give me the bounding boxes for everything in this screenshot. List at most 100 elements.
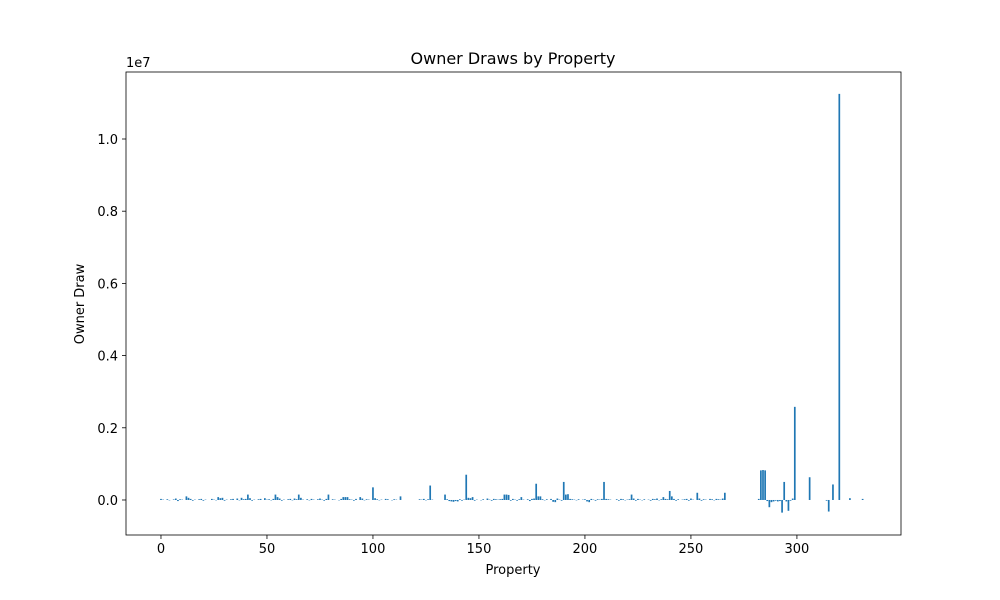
bar <box>278 498 281 500</box>
bar <box>787 499 790 511</box>
bar <box>492 498 495 500</box>
bar <box>700 499 703 501</box>
bar <box>495 499 497 500</box>
bar <box>331 499 334 500</box>
bar <box>535 483 538 500</box>
bar <box>552 499 554 502</box>
bar <box>783 481 786 500</box>
bar <box>594 499 597 501</box>
bar <box>342 497 345 500</box>
bar <box>179 499 181 500</box>
bar <box>531 498 533 500</box>
bar <box>838 93 841 500</box>
bar <box>274 494 277 500</box>
bar <box>861 498 864 500</box>
bar <box>429 485 432 500</box>
bar <box>293 498 296 500</box>
bar <box>359 497 362 500</box>
bar <box>300 497 302 500</box>
bar <box>512 498 514 500</box>
bar <box>660 499 663 500</box>
bar <box>280 499 283 501</box>
bar <box>202 499 205 501</box>
bar <box>628 499 631 500</box>
bar <box>289 498 292 500</box>
bar <box>456 499 459 502</box>
bar <box>323 499 326 501</box>
bar <box>651 498 654 500</box>
bar <box>772 499 775 502</box>
x-tick-label: 150 <box>467 542 492 557</box>
bar <box>776 499 779 502</box>
bar <box>353 499 355 501</box>
bar <box>554 499 557 503</box>
bar <box>698 498 701 500</box>
x-tick-label: 0 <box>157 542 165 557</box>
bar <box>446 499 448 500</box>
bar <box>615 499 618 500</box>
bar <box>618 499 620 501</box>
bar <box>588 499 591 503</box>
bar <box>577 499 580 500</box>
bar <box>482 499 485 500</box>
bar <box>461 499 463 501</box>
bar <box>505 494 508 500</box>
bar <box>249 498 251 500</box>
bar <box>452 499 455 502</box>
bar <box>276 497 279 500</box>
bar <box>518 499 521 500</box>
bar <box>781 499 783 513</box>
bar <box>601 498 603 500</box>
bar <box>717 499 720 500</box>
bar <box>590 498 593 500</box>
bar <box>768 499 771 508</box>
bar <box>247 494 249 500</box>
bar <box>319 498 321 500</box>
x-tick-label: 200 <box>573 542 598 557</box>
bar <box>384 498 387 500</box>
bar <box>637 498 639 500</box>
bar <box>191 499 194 501</box>
bar <box>723 492 726 500</box>
bar <box>509 499 512 501</box>
bar <box>596 499 599 500</box>
bar <box>516 499 518 501</box>
bar <box>677 499 680 500</box>
bar <box>825 499 828 501</box>
bar <box>399 496 402 500</box>
bar <box>793 406 796 500</box>
bar <box>690 498 692 500</box>
bar <box>325 498 328 500</box>
bar <box>565 494 567 500</box>
bar <box>344 497 347 500</box>
bar <box>177 499 179 502</box>
bar <box>240 497 243 500</box>
bar <box>499 499 501 500</box>
bar <box>603 481 605 500</box>
bar <box>355 498 357 500</box>
bar <box>376 499 379 500</box>
bar <box>571 499 574 500</box>
bar <box>219 498 222 500</box>
x-axis-label: Property <box>485 563 540 578</box>
bar <box>537 496 540 500</box>
x-tick-label: 300 <box>785 542 810 557</box>
bar <box>393 499 396 500</box>
bar <box>507 494 510 500</box>
bar <box>757 498 760 500</box>
bar <box>189 498 192 500</box>
bar <box>687 499 690 501</box>
bar <box>185 496 188 500</box>
bar <box>251 499 253 501</box>
bar <box>791 498 794 500</box>
bar <box>696 492 699 500</box>
bar <box>586 499 588 502</box>
bar <box>295 499 298 500</box>
bar <box>217 497 220 500</box>
bar <box>427 499 429 500</box>
bar <box>675 499 677 501</box>
bar <box>174 498 177 500</box>
bar <box>789 499 792 501</box>
y-tick-label: 0.8 <box>97 205 118 220</box>
